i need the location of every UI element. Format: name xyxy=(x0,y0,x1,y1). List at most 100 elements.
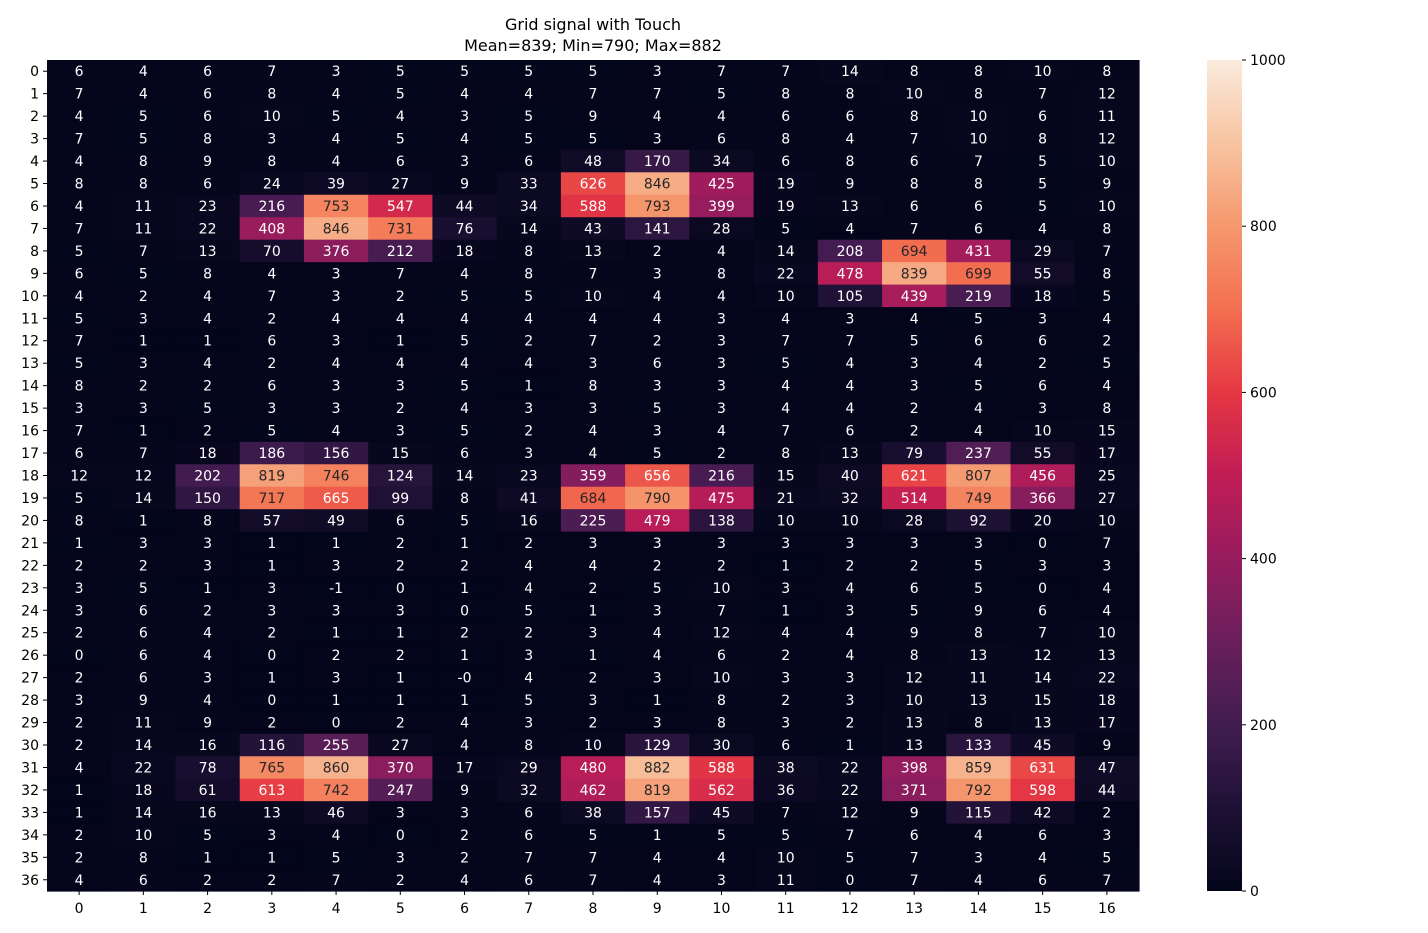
cell-value-label: 4 xyxy=(460,266,469,282)
cell-value-label: 1 xyxy=(75,783,84,799)
cell-value-label: 105 xyxy=(837,289,864,305)
cell-value-label: 480 xyxy=(580,760,607,776)
cell-value-label: 16 xyxy=(520,513,538,529)
cell-value-label: 3 xyxy=(460,109,469,125)
cell-value-label: 4 xyxy=(589,446,598,462)
heatmap-cell xyxy=(817,104,883,128)
heatmap-cell xyxy=(111,666,177,690)
heatmap-cell xyxy=(817,823,883,847)
cell-value-label: 9 xyxy=(1102,738,1111,754)
cell-value-label: 14 xyxy=(456,469,474,485)
cell-value-label: 4 xyxy=(845,401,854,417)
heatmap-cell xyxy=(303,307,369,331)
cell-value-label: 29 xyxy=(1034,244,1052,260)
heatmap-cell xyxy=(689,441,755,465)
cell-value-label: 8 xyxy=(75,177,84,193)
cell-value-label: 5 xyxy=(524,64,533,80)
heatmap-cell xyxy=(111,374,177,398)
heatmap-cell xyxy=(625,823,690,847)
heatmap-cell xyxy=(689,711,755,735)
y-tick-label: 36 xyxy=(21,873,39,889)
heatmap-cell xyxy=(882,599,947,623)
cell-value-label: 3 xyxy=(653,603,662,619)
heatmap-cell xyxy=(1074,643,1140,668)
cell-value-label: 3 xyxy=(781,671,790,687)
heatmap-cell xyxy=(368,217,434,241)
cell-value-label: 819 xyxy=(644,783,671,799)
cell-value-label: 157 xyxy=(644,805,671,821)
heatmap-cell xyxy=(689,666,755,690)
cell-value-label: 4 xyxy=(845,648,854,664)
heatmap-cell xyxy=(625,307,690,331)
heatmap-cell xyxy=(175,621,241,645)
heatmap-cell xyxy=(946,576,1012,600)
heatmap-cell xyxy=(239,396,305,420)
heatmap-cell xyxy=(496,576,562,600)
heatmap-cell xyxy=(47,172,112,196)
heatmap-cell xyxy=(1010,307,1076,331)
heatmap-cell xyxy=(560,351,626,376)
cell-value-label: 4 xyxy=(524,87,533,103)
heatmap-cell xyxy=(368,172,434,196)
cell-value-label: 2 xyxy=(460,850,469,866)
heatmap-cell xyxy=(239,104,305,128)
heatmap-cell xyxy=(689,868,755,892)
cell-value-label: 6 xyxy=(524,873,533,889)
cell-value-label: 2 xyxy=(267,356,276,372)
heatmap-cell xyxy=(882,778,947,802)
heatmap-cell xyxy=(1010,621,1076,645)
heatmap-cell xyxy=(496,643,562,668)
cell-value-label: 10 xyxy=(905,693,923,709)
cell-value-label: 6 xyxy=(845,424,854,440)
cell-value-label: 1 xyxy=(396,671,405,687)
heatmap-cell xyxy=(625,486,690,510)
cell-value-label: 5 xyxy=(717,828,726,844)
y-tick-label: 23 xyxy=(21,581,39,597)
cell-value-label: 40 xyxy=(841,469,859,485)
x-axis-ticks: 0 1 2 3 4 5 6 7 8 9 10 11 12 13 14 15 16 xyxy=(75,891,1116,917)
cell-value-label: 425 xyxy=(708,177,735,193)
heatmap-cell xyxy=(303,666,369,690)
heatmap-cell xyxy=(303,262,369,286)
cell-value-label: 1 xyxy=(460,536,469,552)
heatmap-cell xyxy=(625,554,690,578)
cell-value-label: 478 xyxy=(837,266,864,282)
cell-value-label: 6 xyxy=(203,109,212,125)
heatmap-cell xyxy=(625,262,690,286)
cell-value-label: 3 xyxy=(781,581,790,597)
heatmap-cell xyxy=(496,374,562,398)
cell-value-label: 22 xyxy=(841,760,859,776)
cell-value-label: 10 xyxy=(263,109,281,125)
heatmap-cell xyxy=(111,643,177,668)
cell-value-label: 14 xyxy=(520,221,538,237)
heatmap-cell xyxy=(432,351,498,376)
heatmap-cell xyxy=(1010,688,1076,712)
heatmap-cell xyxy=(175,441,241,465)
heatmap-cell xyxy=(47,239,112,263)
cell-value-label: 1 xyxy=(203,581,212,597)
heatmap-cell xyxy=(1010,104,1076,128)
heatmap-cell xyxy=(882,307,947,331)
heatmap-cell xyxy=(946,307,1012,331)
heatmap-cell xyxy=(496,104,562,128)
cell-value-label: 34 xyxy=(713,154,731,170)
heatmap-cell xyxy=(239,149,305,173)
heatmap-cell xyxy=(625,419,690,443)
heatmap-cell xyxy=(689,419,755,443)
heatmap-cell xyxy=(1010,194,1076,218)
cell-value-label: 49 xyxy=(327,513,345,529)
cell-value-label: 22 xyxy=(841,783,859,799)
heatmap-cell xyxy=(882,509,947,533)
heatmap-cell xyxy=(239,217,305,241)
heatmap-cell xyxy=(1010,441,1076,465)
heatmap-cell xyxy=(368,351,434,376)
cell-value-label: 5 xyxy=(460,334,469,350)
cell-value-label: 11 xyxy=(134,199,152,215)
heatmap-cell xyxy=(496,464,562,488)
cell-value-label: 1 xyxy=(396,626,405,642)
cell-value-label: 10 xyxy=(1098,626,1116,642)
x-tick-label: 2 xyxy=(203,901,212,917)
heatmap-cell xyxy=(47,868,112,892)
cell-value-label: 32 xyxy=(520,783,538,799)
heatmap-cell xyxy=(496,733,562,757)
